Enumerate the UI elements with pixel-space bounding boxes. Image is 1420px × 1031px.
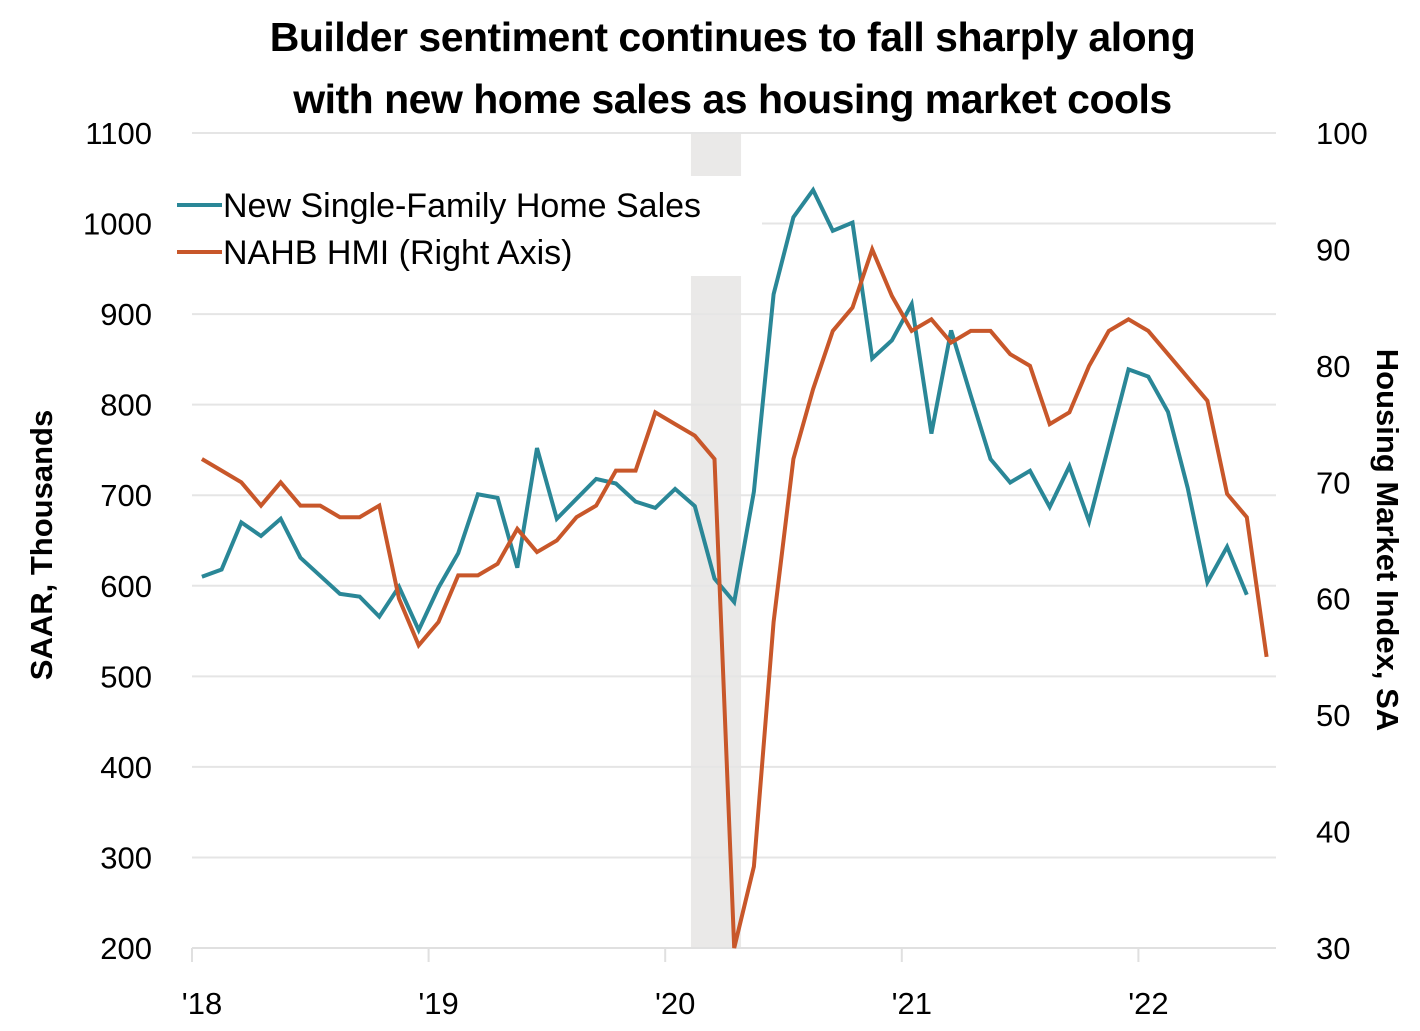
x-tick-label: '18 [182, 986, 222, 1021]
legend: New Single-Family Home Sales NAHB HMI (Ri… [177, 187, 701, 272]
legend-label: NAHB HMI (Right Axis) [223, 234, 573, 272]
y-left-tick-label: 1100 [85, 116, 152, 151]
chart-title-line-1: Builder sentiment continues to fall shar… [269, 14, 1196, 60]
y-right-tick-label: 40 [1316, 815, 1350, 850]
legend-background [172, 176, 762, 276]
y-left-tick-label: 200 [100, 931, 152, 966]
legend-box [172, 176, 762, 276]
y-right-tick-label: 70 [1316, 465, 1350, 500]
series-line-nahb-hmi [200, 243, 1269, 949]
x-tick-label: '21 [892, 986, 932, 1021]
y-left-tick-label: 700 [100, 478, 152, 513]
x-tick-label: '19 [418, 986, 458, 1021]
series-lines [200, 186, 1269, 949]
y-left-tick-label: 800 [100, 388, 152, 423]
legend-label: New Single-Family Home Sales [223, 187, 701, 225]
chart-title-line-2: with new home sales as housing market co… [293, 76, 1172, 122]
y-axis-right: 30 40 50 60 70 80 90 100 [1316, 116, 1368, 966]
y-left-tick-label: 500 [100, 659, 152, 694]
y-axis-left: 200 300 400 500 600 700 800 900 1000 1100 [83, 116, 152, 966]
x-tick-label: '22 [1128, 986, 1168, 1021]
x-axis: '18 '19 '20 '21 '22 [182, 947, 1276, 1021]
series-line-home-sales [201, 186, 1249, 635]
y-right-tick-label: 60 [1316, 582, 1350, 617]
y-right-tick-label: 80 [1316, 349, 1350, 384]
y-left-tick-label: 900 [100, 297, 152, 332]
y-axis-right-title: Housing Market Index, SA [1370, 349, 1405, 731]
y-left-tick-label: 400 [100, 750, 152, 785]
y-axis-left-title: SAAR, Thousands [24, 410, 59, 680]
y-left-tick-label: 300 [100, 840, 152, 875]
x-tick-label: '20 [655, 986, 695, 1021]
y-left-tick-label: 600 [100, 569, 152, 604]
y-right-tick-label: 30 [1316, 931, 1350, 966]
y-left-tick-label: 1000 [83, 207, 152, 242]
y-right-tick-label: 90 [1316, 232, 1350, 267]
y-right-tick-label: 100 [1316, 116, 1368, 151]
y-right-tick-label: 50 [1316, 698, 1350, 733]
